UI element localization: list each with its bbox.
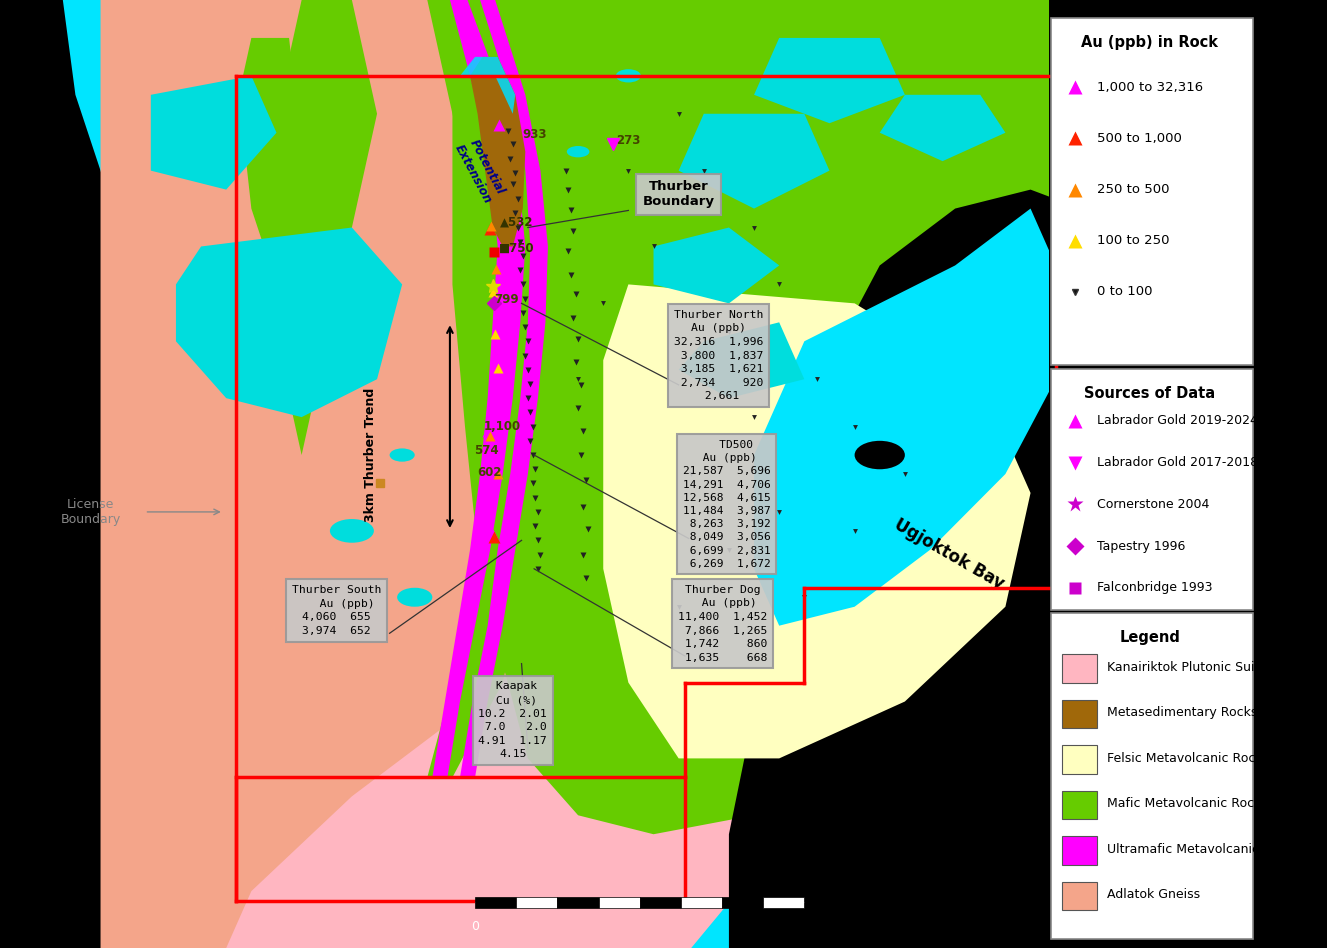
Bar (598, 897, 640, 908)
Polygon shape (678, 114, 829, 209)
Text: Potential
Extension: Potential Extension (453, 136, 508, 206)
Text: 933: 933 (523, 128, 547, 141)
Bar (1062, 745, 1097, 774)
Text: 250 to 500: 250 to 500 (1097, 183, 1169, 196)
Text: 3km Thurber Trend: 3km Thurber Trend (364, 388, 377, 522)
Polygon shape (0, 0, 276, 948)
FancyBboxPatch shape (1051, 369, 1253, 610)
Text: 574: 574 (474, 444, 499, 457)
Bar (763, 897, 804, 908)
Ellipse shape (330, 520, 374, 542)
Text: ▲532: ▲532 (500, 215, 533, 228)
Text: Thurber Dog
  Au (ppb)
11,400  1,452
 7,866  1,265
 1,742    860
 1,635    668: Thurber Dog Au (ppb) 11,400 1,452 7,866 … (678, 585, 767, 663)
Text: 273: 273 (616, 134, 640, 147)
Polygon shape (604, 284, 1031, 758)
Ellipse shape (390, 448, 415, 462)
Text: Thurber
Boundary: Thurber Boundary (642, 180, 715, 209)
Ellipse shape (397, 588, 433, 607)
Polygon shape (101, 0, 817, 948)
Text: Mafic Metavolcanic Rocks: Mafic Metavolcanic Rocks (1107, 797, 1269, 811)
Text: Kaapak
 Cu (%)
10.2  2.01
 7.0   2.0
4.91  1.17
4.15: Kaapak Cu (%) 10.2 2.01 7.0 2.0 4.91 1.1… (478, 682, 547, 759)
Bar (1062, 700, 1097, 728)
Bar (1062, 654, 1097, 683)
Text: Falconbridge 1993: Falconbridge 1993 (1097, 581, 1213, 594)
Text: ■750: ■750 (499, 242, 535, 255)
Polygon shape (460, 57, 515, 114)
Polygon shape (729, 190, 1257, 948)
Text: Thurber North
Au (ppb)
32,316  1,996
 3,800  1,837
 3,185  1,621
 2,734    920
 : Thurber North Au (ppb) 32,316 1,996 3,80… (674, 310, 763, 401)
Polygon shape (1056, 0, 1257, 948)
Ellipse shape (616, 69, 641, 82)
Polygon shape (678, 322, 804, 398)
Bar (1062, 882, 1097, 910)
Bar (1062, 791, 1097, 819)
Text: Adlatok Gneiss: Adlatok Gneiss (1107, 888, 1201, 902)
Text: Au (ppb) in Rock: Au (ppb) in Rock (1082, 35, 1218, 50)
Text: Metasedimentary Rocks: Metasedimentary Rocks (1107, 706, 1258, 720)
Text: 0 to 100: 0 to 100 (1097, 285, 1153, 299)
Ellipse shape (299, 371, 330, 388)
Text: TD500
 Au (ppb)
21,587  5,696
14,291  4,706
12,568  4,615
11,484  3,987
 8,263  : TD500 Au (ppb) 21,587 5,696 14,291 4,706… (682, 440, 770, 569)
FancyBboxPatch shape (1051, 613, 1253, 939)
Bar (475, 897, 516, 908)
Bar (557, 897, 598, 908)
Text: Cornerstone 2004: Cornerstone 2004 (1097, 498, 1209, 511)
Bar (516, 897, 557, 908)
Polygon shape (470, 57, 525, 246)
Text: Labrador Gold 2017-2018: Labrador Gold 2017-2018 (1097, 456, 1258, 469)
Bar (1050, 0, 1257, 948)
Text: Felsic Metavolcanic Rocks: Felsic Metavolcanic Rocks (1107, 752, 1270, 765)
Bar (681, 897, 722, 908)
Text: License
Boundary: License Boundary (60, 498, 121, 526)
Polygon shape (653, 228, 779, 303)
Text: 500 to 1,000: 500 to 1,000 (1097, 132, 1182, 145)
Text: 0: 0 (471, 920, 479, 933)
Bar (1062, 836, 1097, 865)
Text: 799: 799 (494, 293, 519, 306)
Text: Labrador Gold 2019-2024: Labrador Gold 2019-2024 (1097, 414, 1258, 428)
Text: Kanairiktok Plutonic Suite: Kanairiktok Plutonic Suite (1107, 661, 1267, 674)
Polygon shape (0, 0, 1257, 948)
Text: Sources of Data: Sources of Data (1084, 386, 1216, 401)
Polygon shape (460, 0, 548, 777)
Bar (722, 897, 763, 908)
Ellipse shape (567, 146, 589, 157)
Text: Ultramafic Metavolcanic Rocks: Ultramafic Metavolcanic Rocks (1107, 843, 1300, 856)
Polygon shape (276, 0, 377, 455)
Polygon shape (880, 95, 1006, 161)
Polygon shape (754, 38, 905, 123)
Polygon shape (226, 569, 792, 948)
Text: Tapestry 1996: Tapestry 1996 (1097, 539, 1185, 553)
Polygon shape (176, 228, 402, 417)
Polygon shape (433, 0, 525, 777)
Text: Thurber South
   Au (ppb)
4,060  655
3,974  652: Thurber South Au (ppb) 4,060 655 3,974 6… (292, 585, 381, 636)
Text: 1,100: 1,100 (484, 420, 522, 433)
Polygon shape (239, 38, 301, 284)
Polygon shape (754, 209, 1056, 626)
Ellipse shape (855, 441, 905, 469)
Polygon shape (453, 0, 1056, 834)
Bar (640, 897, 681, 908)
Polygon shape (151, 76, 276, 190)
Text: Legend: Legend (1120, 629, 1181, 645)
Polygon shape (1056, 0, 1105, 474)
Polygon shape (427, 0, 553, 777)
Text: 602: 602 (478, 465, 502, 479)
Text: Ugjoktok Bay: Ugjoktok Bay (890, 516, 1007, 593)
Text: 100 to 250: 100 to 250 (1097, 234, 1169, 247)
FancyBboxPatch shape (1051, 18, 1253, 365)
Text: 1,000 to 32,316: 1,000 to 32,316 (1097, 81, 1204, 94)
